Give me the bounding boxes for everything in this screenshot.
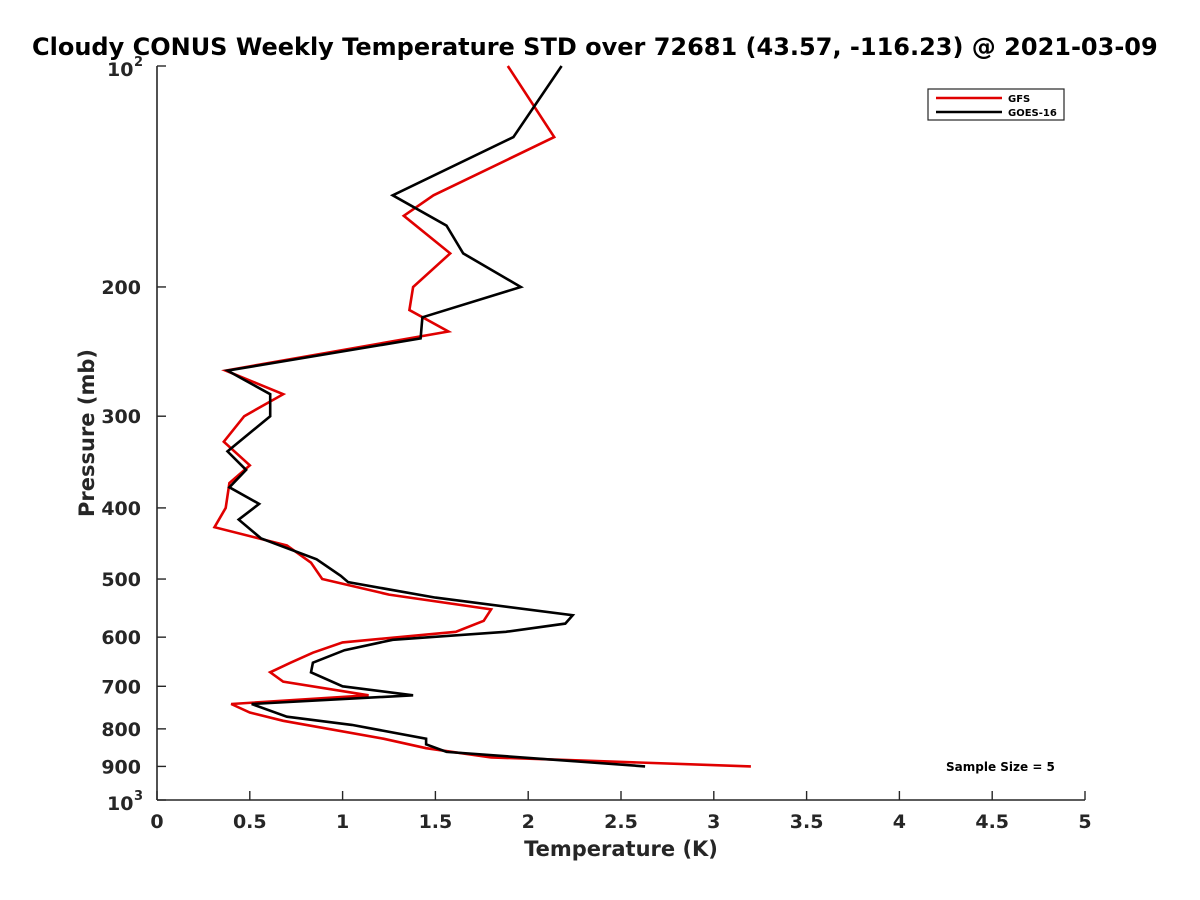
sample-size-annotation: Sample Size = 5	[946, 760, 1055, 774]
y-tick-label: 200	[101, 277, 141, 299]
y-tick-label: 400	[101, 498, 141, 520]
y-tick-label: 10	[107, 793, 133, 815]
legend-entry-gfs: GFS	[1008, 94, 1030, 105]
y-tick-label-exponent: 2	[134, 55, 143, 70]
y-tick-label: 500	[101, 569, 141, 591]
x-axis-label: Temperature (K)	[524, 837, 718, 861]
x-tick-label: 0	[150, 811, 163, 833]
x-tick-label: 5	[1078, 811, 1091, 833]
x-tick-label: 1	[336, 811, 349, 833]
x-tick-label: 1.5	[419, 811, 453, 833]
y-axis-label: Pressure (mb)	[75, 349, 99, 517]
y-tick-label: 800	[101, 719, 141, 741]
series-line-gfs	[212, 65, 751, 768]
x-tick-label: 2	[522, 811, 535, 833]
legend-entry-goes-16: GOES-16	[1008, 108, 1057, 119]
x-tick-label: 3.5	[790, 811, 824, 833]
y-tick-label: 300	[101, 406, 141, 428]
legend-box	[927, 88, 1065, 121]
y-tick-label: 600	[101, 627, 141, 649]
legend: GFS GOES-16	[927, 88, 1065, 121]
series-line-goes-16	[223, 65, 646, 768]
x-tick-label: 4	[893, 811, 906, 833]
series-lines	[212, 65, 751, 768]
y-tick-label-exponent: 3	[134, 789, 143, 804]
x-tick-label: 0.5	[233, 811, 267, 833]
chart-title: Cloudy CONUS Weekly Temperature STD over…	[32, 33, 1158, 61]
y-tick-label: 10	[107, 59, 133, 81]
axes: 0 0.5 1 1.5 2 2.5 3 3.5 4 4.5 510 22003004005006007…	[101, 55, 1091, 833]
y-tick-label: 900	[101, 756, 141, 778]
x-tick-label: 4.5	[975, 811, 1009, 833]
x-tick-label: 2.5	[604, 811, 638, 833]
y-tick-label: 700	[101, 676, 141, 698]
x-tick-label: 3	[707, 811, 720, 833]
